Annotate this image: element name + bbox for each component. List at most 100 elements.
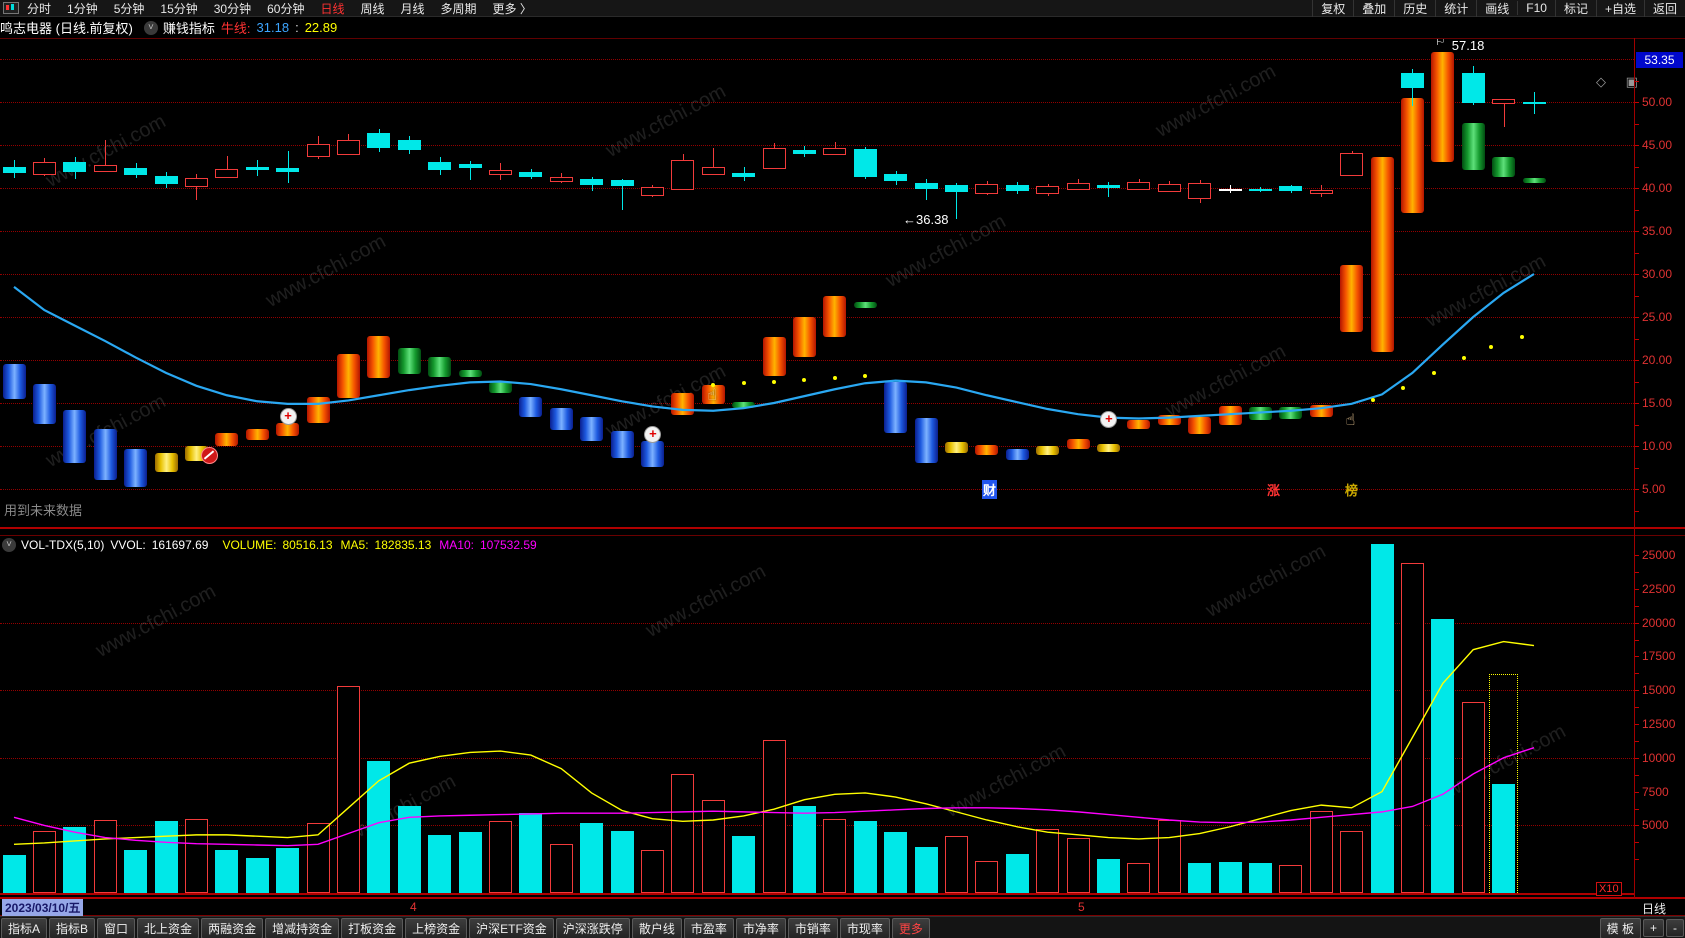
tab-市盈率[interactable]: 市盈率 xyxy=(683,917,734,938)
candle-body-down xyxy=(884,174,908,182)
tabbar-button-模 板[interactable]: 模 板 xyxy=(1599,917,1641,938)
tab-增减持资金[interactable]: 增减持资金 xyxy=(265,917,340,938)
menu-item-分时[interactable]: 分时 xyxy=(27,1,52,16)
volume-axis-label: 7500 xyxy=(1642,784,1669,799)
price-axis-tick xyxy=(1634,123,1639,125)
indicator-tabs: 指标A 指标B 窗口 北上资金 两融资金 增减持资金 打板资金 上榜资金 沪深ETF资金 沪深涨跌… xyxy=(0,917,931,938)
menu-item-日线[interactable]: 日线 xyxy=(320,1,345,16)
ma5-label: MA5: xyxy=(340,537,369,552)
candle-body-up xyxy=(1309,189,1333,194)
tab-北上资金[interactable]: 北上资金 xyxy=(137,917,200,938)
price-axis-tick xyxy=(1634,188,1639,189)
collapse-chevron-icon[interactable]: ˅ xyxy=(143,20,158,35)
menu-item-周线[interactable]: 周线 xyxy=(360,1,385,16)
month-label-4: 4 xyxy=(410,900,417,914)
menu-item-月线[interactable]: 月线 xyxy=(400,1,425,16)
volume-axis-label: 15000 xyxy=(1642,683,1676,698)
tabbar-button-+[interactable]: + xyxy=(1642,919,1664,937)
volume-top-border xyxy=(0,535,1685,536)
chart-layout-icons[interactable]: ◇ ▣ xyxy=(1596,74,1646,89)
value-separator: : xyxy=(295,20,299,35)
tab-两融资金[interactable]: 两融资金 xyxy=(201,917,264,938)
indicator-bar xyxy=(884,382,908,434)
stock-title: 鸣志电器 (日线.前复权) xyxy=(0,21,133,36)
candle-body-down xyxy=(914,182,938,189)
toolbar-item-返回[interactable]: 返回 xyxy=(1643,0,1685,17)
dotted-series-point xyxy=(1489,345,1494,350)
indicator-bar xyxy=(154,452,178,472)
tab-散户线[interactable]: 散户线 xyxy=(631,917,682,938)
toolbar-item-标记[interactable]: 标记 xyxy=(1554,0,1596,17)
toolbar-item-叠加[interactable]: 叠加 xyxy=(1353,0,1394,17)
indicator-bar xyxy=(215,433,239,446)
tab-打板资金[interactable]: 打板资金 xyxy=(341,917,404,938)
price-gridline xyxy=(0,231,1634,232)
price-axis-tick xyxy=(1634,317,1639,318)
volume-bar xyxy=(63,826,87,893)
indicator-bar xyxy=(640,440,664,467)
toolbar-item-F10[interactable]: F10 xyxy=(1517,1,1555,15)
tab-市销率[interactable]: 市销率 xyxy=(787,917,838,938)
tab-市净率[interactable]: 市净率 xyxy=(735,917,786,938)
dotted-series-point xyxy=(1370,398,1375,403)
candle-body-down xyxy=(580,179,604,185)
candle-body-down xyxy=(519,171,543,177)
menu-item-30分钟[interactable]: 30分钟 xyxy=(213,1,252,16)
volume-axis-label: 10000 xyxy=(1642,750,1676,765)
tab-上榜资金[interactable]: 上榜资金 xyxy=(405,917,468,938)
toolbar-item-统计[interactable]: 统计 xyxy=(1435,0,1476,17)
date-row-border xyxy=(0,915,1685,916)
menu-item-5分钟[interactable]: 5分钟 xyxy=(113,1,145,16)
volume-bar xyxy=(1066,837,1090,893)
price-axis-tick xyxy=(1634,274,1639,275)
vvol-value: 161697.69 xyxy=(151,537,209,552)
month-label-5: 5 xyxy=(1078,900,1085,914)
menu-item-60分钟[interactable]: 60分钟 xyxy=(267,1,305,16)
indicator-bar xyxy=(1370,157,1394,353)
toolbar-item-画线[interactable]: 画线 xyxy=(1476,0,1517,17)
volume-bar xyxy=(1431,618,1455,893)
toolbar-item-历史[interactable]: 历史 xyxy=(1394,0,1435,17)
menu-item-15分钟[interactable]: 15分钟 xyxy=(160,1,198,16)
volume-bar xyxy=(336,686,360,893)
indicator-bar xyxy=(1127,420,1151,429)
tab-市现率[interactable]: 市现率 xyxy=(839,917,890,938)
tab-窗口[interactable]: 窗口 xyxy=(97,917,136,938)
hand-cursor-icon: ☝ xyxy=(1345,412,1356,430)
volume-collapse-chevron-icon[interactable]: ˅ xyxy=(2,537,16,552)
volume-bar xyxy=(1279,864,1303,893)
menu-item-更多 〉[interactable]: 更多 〉 xyxy=(492,1,532,16)
tab-沪深ETF资金[interactable]: 沪深ETF资金 xyxy=(469,917,554,938)
volume-axis-tick xyxy=(1634,808,1639,810)
candle-body-down xyxy=(458,163,482,169)
menu-item-多周期[interactable]: 多周期 xyxy=(440,1,477,16)
price-axis-tick xyxy=(1634,295,1639,297)
toolbar-item-复权[interactable]: 复权 xyxy=(1312,0,1353,17)
volume-gridline xyxy=(0,825,1634,827)
candle-wick xyxy=(926,179,927,201)
candle-body-up xyxy=(93,164,117,172)
candle-body-down xyxy=(1096,184,1120,188)
volume-value: 80516.13 xyxy=(282,537,333,552)
tab-指标A[interactable]: 指标A xyxy=(1,917,48,938)
indicator-bar xyxy=(1431,52,1455,163)
candle-body-down xyxy=(397,139,421,151)
price-gridline xyxy=(0,145,1634,146)
toolbar-item-+自选[interactable]: +自选 xyxy=(1595,0,1644,17)
volume-bar xyxy=(1127,863,1151,893)
tab-沪深涨跌停[interactable]: 沪深涨跌停 xyxy=(555,917,630,938)
tab-more[interactable]: 更多 xyxy=(891,917,930,938)
ma10-label: MA10: xyxy=(439,537,474,552)
indicator-bar xyxy=(944,441,968,453)
price-axis-tick xyxy=(1634,510,1639,512)
hand-cursor-icon: ☝ xyxy=(707,386,717,404)
volume-bar xyxy=(549,844,573,893)
tabbar-button--[interactable]: - xyxy=(1666,919,1684,937)
high-flag-icon: ⚐ xyxy=(1434,39,1446,49)
tab-指标B[interactable]: 指标B xyxy=(49,917,96,938)
buy-marker-icon: + xyxy=(279,407,297,425)
menu-item-1分钟[interactable]: 1分钟 xyxy=(67,1,98,16)
ma5-value: 182835.13 xyxy=(374,537,432,552)
price-axis-tick xyxy=(1634,102,1639,103)
